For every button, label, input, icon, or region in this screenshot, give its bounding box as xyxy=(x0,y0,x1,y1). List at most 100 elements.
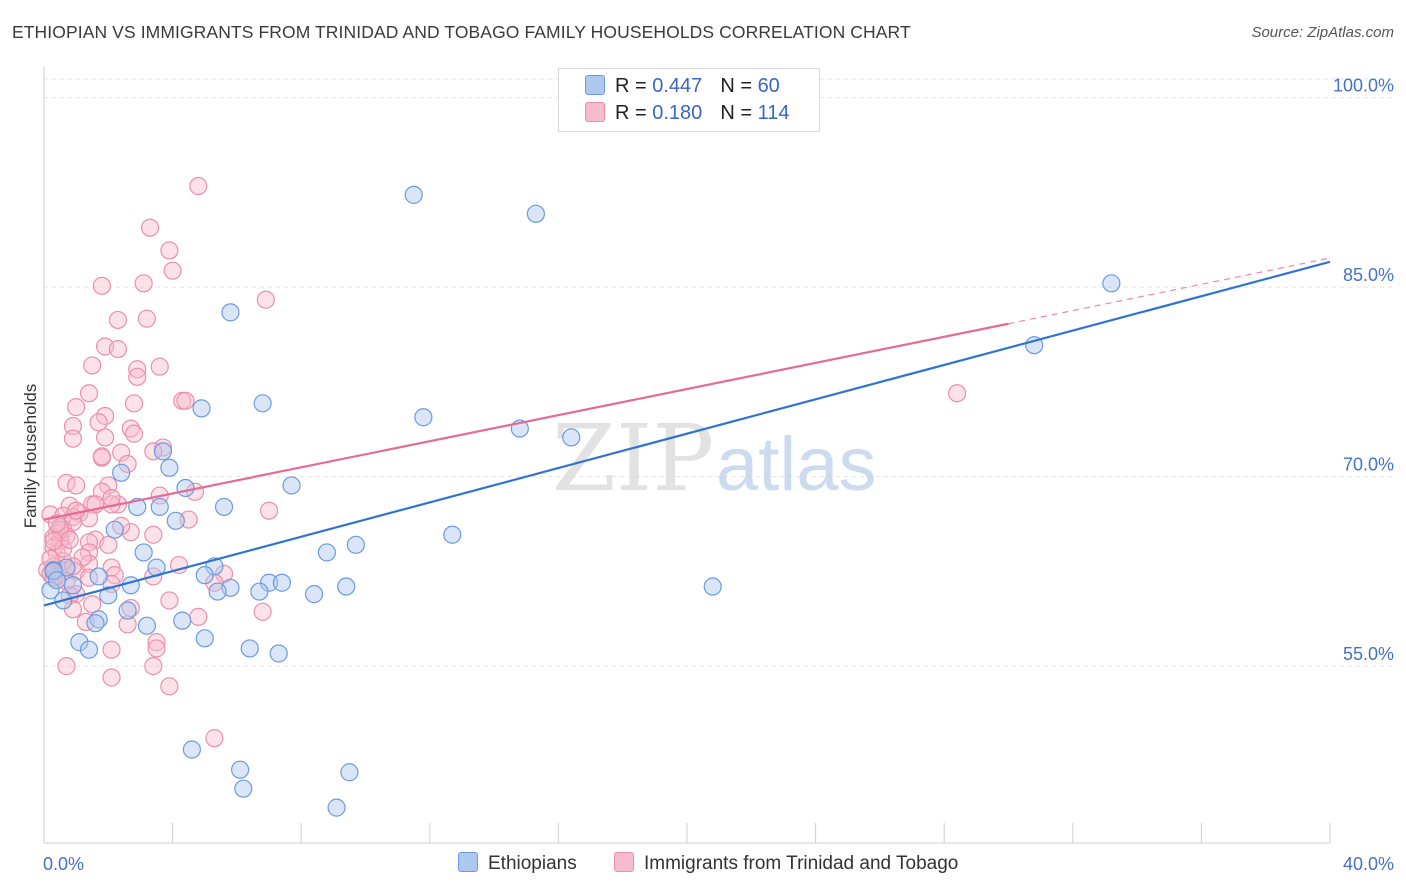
data-point xyxy=(253,602,272,621)
watermark-atlas: atlas xyxy=(716,422,877,507)
data-point xyxy=(176,478,195,498)
data-point xyxy=(214,497,234,517)
data-point xyxy=(79,640,99,659)
data-point xyxy=(160,677,179,696)
data-point xyxy=(134,274,153,293)
data-point xyxy=(195,566,214,585)
data-point xyxy=(112,443,131,462)
trend-lines xyxy=(43,257,1331,607)
data-point xyxy=(189,176,208,196)
data-point xyxy=(147,633,166,652)
data-point xyxy=(95,428,115,447)
data-point xyxy=(108,339,128,359)
legend-n-value: 114 xyxy=(757,102,790,124)
data-point xyxy=(160,591,179,610)
data-point xyxy=(147,639,166,658)
bottom-legend-swatch-blue xyxy=(458,852,478,872)
data-point xyxy=(67,476,86,495)
data-point xyxy=(112,463,131,482)
y-tick-labels: 55.0% 70.0% 85.0% 100.0% xyxy=(1333,76,1394,665)
legend-n-value: 60 xyxy=(757,75,780,97)
data-point xyxy=(163,261,182,280)
data-point xyxy=(189,607,208,626)
data-point xyxy=(144,442,163,461)
data-point xyxy=(259,501,279,520)
data-point xyxy=(137,616,156,635)
data-point xyxy=(176,391,195,410)
bottom-legend-label: Ethiopians xyxy=(488,853,577,874)
data-point xyxy=(272,573,292,592)
data-point xyxy=(205,729,224,748)
data-point xyxy=(105,520,124,539)
data-point xyxy=(79,533,99,552)
data-point xyxy=(182,740,201,759)
data-point xyxy=(346,535,365,554)
y-tick-label: 100.0% xyxy=(1333,76,1394,96)
data-point xyxy=(166,511,185,530)
data-point xyxy=(195,629,214,648)
data-point xyxy=(67,398,86,417)
data-point xyxy=(221,303,240,322)
data-point xyxy=(41,581,60,600)
data-point xyxy=(124,424,144,443)
data-point xyxy=(173,611,192,630)
data-point xyxy=(947,384,967,403)
data-point xyxy=(150,357,169,376)
data-point xyxy=(83,595,102,614)
grid-lines xyxy=(44,78,1394,667)
data-point xyxy=(562,428,581,447)
data-point xyxy=(83,356,102,375)
bottom-legend-label: Immigrants from Trinidad and Tobago xyxy=(644,853,959,874)
y-tick-label: 85.0% xyxy=(1343,265,1394,285)
data-point xyxy=(340,763,359,782)
data-point xyxy=(92,447,111,466)
data-point xyxy=(121,576,140,595)
legend-r-value: 0.180 xyxy=(652,102,703,124)
data-point xyxy=(179,510,198,529)
data-point xyxy=(703,577,722,596)
data-point xyxy=(63,429,83,448)
data-point xyxy=(234,779,253,798)
data-point xyxy=(337,577,356,596)
data-point xyxy=(128,367,147,386)
data-point xyxy=(250,582,269,601)
data-point xyxy=(208,582,227,601)
pink-points xyxy=(38,176,967,748)
data-point xyxy=(63,416,83,436)
data-point xyxy=(153,442,173,461)
trend-line-ethiopians xyxy=(43,260,1331,607)
data-point xyxy=(526,204,545,223)
data-point xyxy=(128,497,147,517)
y-tick-label: 70.0% xyxy=(1343,455,1394,475)
data-point xyxy=(108,310,128,330)
data-point xyxy=(86,614,105,633)
legend-n-label: N = xyxy=(720,75,758,97)
data-point xyxy=(124,394,144,413)
legend-row-ethiopians: R = 0.447 N = 60 xyxy=(585,75,780,99)
data-point xyxy=(137,309,156,328)
data-point xyxy=(140,218,160,237)
data-point xyxy=(327,798,346,817)
bottom-legend-trinidad: Immigrants from Trinidad and Tobago xyxy=(614,852,958,876)
data-point xyxy=(443,525,462,544)
data-point xyxy=(134,543,153,562)
bottom-legend-ethiopians: Ethiopians xyxy=(458,852,577,876)
trend-line-trinidad-extension xyxy=(1008,257,1331,325)
data-point xyxy=(414,408,433,427)
data-point xyxy=(1102,274,1121,293)
data-point xyxy=(256,290,275,309)
x-tick-label-max: 40.0% xyxy=(1343,854,1394,874)
legend-row-trinidad: R = 0.180 N = 114 xyxy=(585,102,789,126)
data-point xyxy=(144,525,163,544)
data-point xyxy=(102,668,121,687)
x-tick-label-min: 0.0% xyxy=(43,854,84,874)
bottom-legend-swatch-pink xyxy=(614,852,634,872)
source-label: Source: ZipAtlas.com xyxy=(1251,24,1394,41)
data-point xyxy=(128,360,147,379)
legend-n-label: N = xyxy=(720,102,758,124)
data-point xyxy=(79,384,99,403)
data-point xyxy=(192,399,211,418)
legend-r-label: R = xyxy=(615,102,653,124)
data-point xyxy=(63,576,83,595)
